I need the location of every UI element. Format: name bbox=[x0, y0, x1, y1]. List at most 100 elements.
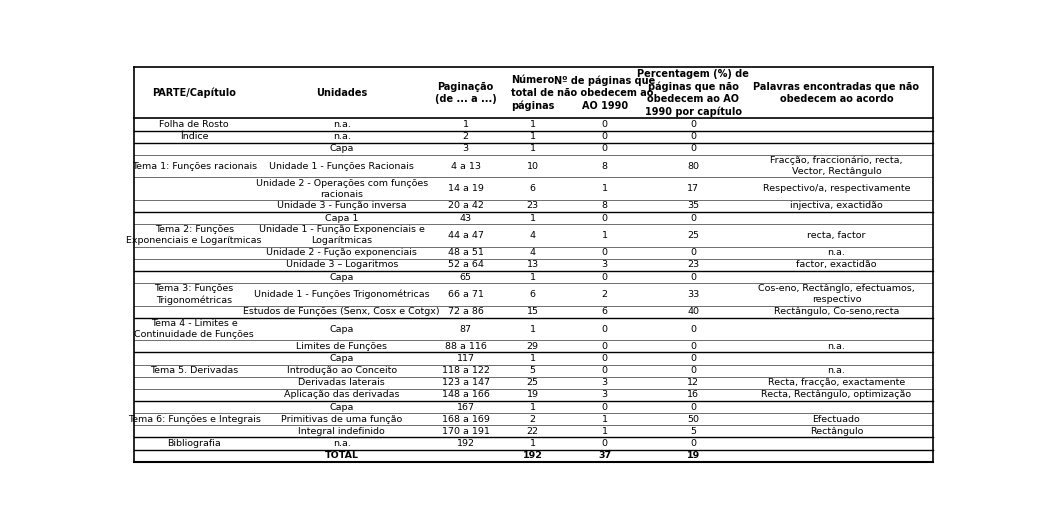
Text: 0: 0 bbox=[690, 120, 696, 129]
Text: 6: 6 bbox=[529, 290, 536, 299]
Text: 2: 2 bbox=[602, 290, 607, 299]
Text: 72 a 86: 72 a 86 bbox=[447, 307, 484, 316]
Text: 2: 2 bbox=[529, 415, 536, 424]
Text: 0: 0 bbox=[690, 439, 696, 448]
Text: 23: 23 bbox=[687, 260, 700, 269]
Text: Capa: Capa bbox=[329, 272, 354, 281]
Text: 1: 1 bbox=[529, 132, 536, 141]
Text: Percentagem (%) de
páginas que não
obedecem ao AO
1990 por capítulo: Percentagem (%) de páginas que não obede… bbox=[637, 69, 749, 117]
Text: 0: 0 bbox=[690, 342, 696, 351]
Text: Capa 1: Capa 1 bbox=[325, 214, 358, 223]
Text: 43: 43 bbox=[460, 214, 471, 223]
Text: Recta, Rectângulo, optimização: Recta, Rectângulo, optimização bbox=[761, 390, 911, 400]
Text: 14 a 19: 14 a 19 bbox=[447, 184, 484, 193]
Text: 168 a 169: 168 a 169 bbox=[442, 415, 490, 424]
Text: 148 a 166: 148 a 166 bbox=[442, 390, 490, 400]
Text: factor, exactidão: factor, exactidão bbox=[796, 260, 877, 269]
Text: 3: 3 bbox=[602, 260, 608, 269]
Text: 117: 117 bbox=[457, 354, 474, 363]
Text: 5: 5 bbox=[529, 366, 536, 375]
Text: 19: 19 bbox=[526, 390, 539, 400]
Text: Aplicação das derivadas: Aplicação das derivadas bbox=[284, 390, 400, 400]
Text: Tema 1: Funções racionais: Tema 1: Funções racionais bbox=[132, 162, 256, 171]
Text: 20 a 42: 20 a 42 bbox=[447, 202, 484, 211]
Text: 29: 29 bbox=[526, 342, 539, 351]
Text: 0: 0 bbox=[602, 214, 607, 223]
Text: 0: 0 bbox=[602, 403, 607, 412]
Text: Unidade 1 - Funções Trigonométricas: Unidade 1 - Funções Trigonométricas bbox=[254, 290, 430, 299]
Text: 0: 0 bbox=[602, 132, 607, 141]
Text: 167: 167 bbox=[457, 403, 474, 412]
Text: 37: 37 bbox=[598, 451, 611, 460]
Text: 19: 19 bbox=[687, 451, 700, 460]
Text: 0: 0 bbox=[690, 366, 696, 375]
Text: Número
total de
páginas: Número total de páginas bbox=[511, 75, 554, 111]
Text: 52 a 64: 52 a 64 bbox=[447, 260, 484, 269]
Text: 1: 1 bbox=[529, 325, 536, 334]
Text: 33: 33 bbox=[687, 290, 700, 299]
Text: 0: 0 bbox=[602, 120, 607, 129]
Text: 23: 23 bbox=[526, 202, 539, 211]
Text: 40: 40 bbox=[687, 307, 700, 316]
Text: Tema 5. Derivadas: Tema 5. Derivadas bbox=[151, 366, 239, 375]
Text: 65: 65 bbox=[460, 272, 471, 281]
Text: 12: 12 bbox=[687, 378, 700, 388]
Text: Capa: Capa bbox=[329, 354, 354, 363]
Text: Tema 6: Funções e Integrais: Tema 6: Funções e Integrais bbox=[128, 415, 261, 424]
Text: PARTE/Capítulo: PARTE/Capítulo bbox=[153, 88, 236, 98]
Text: 0: 0 bbox=[690, 214, 696, 223]
Text: 1: 1 bbox=[602, 415, 607, 424]
Text: Rectângulo: Rectângulo bbox=[810, 427, 864, 436]
Text: 1: 1 bbox=[529, 120, 536, 129]
Text: 123 a 147: 123 a 147 bbox=[441, 378, 490, 388]
Text: 10: 10 bbox=[526, 162, 539, 171]
Text: 3: 3 bbox=[463, 144, 469, 153]
Text: 0: 0 bbox=[690, 354, 696, 363]
Text: n.a.: n.a. bbox=[827, 366, 845, 375]
Text: 0: 0 bbox=[690, 325, 696, 334]
Text: Unidades: Unidades bbox=[317, 88, 367, 98]
Text: Unidade 2 - Fução exponenciais: Unidade 2 - Fução exponenciais bbox=[267, 248, 417, 257]
Text: 50: 50 bbox=[687, 415, 700, 424]
Text: 6: 6 bbox=[529, 184, 536, 193]
Text: 1: 1 bbox=[463, 120, 468, 129]
Text: 0: 0 bbox=[690, 144, 696, 153]
Text: 25: 25 bbox=[687, 231, 700, 240]
Text: 1: 1 bbox=[602, 427, 607, 436]
Text: Capa: Capa bbox=[329, 325, 354, 334]
Text: Derivadas laterais: Derivadas laterais bbox=[298, 378, 385, 388]
Text: Introdução ao Conceito: Introdução ao Conceito bbox=[286, 366, 397, 375]
Text: n.a.: n.a. bbox=[827, 342, 845, 351]
Text: Tema 4 - Limites e
Continuidade de Funções: Tema 4 - Limites e Continuidade de Funçõ… bbox=[134, 319, 254, 339]
Text: 0: 0 bbox=[602, 272, 607, 281]
Text: 1: 1 bbox=[602, 231, 607, 240]
Text: 2: 2 bbox=[463, 132, 468, 141]
Text: 8: 8 bbox=[602, 202, 607, 211]
Text: Estudos de Funções (Senx, Cosx e Cotgx): Estudos de Funções (Senx, Cosx e Cotgx) bbox=[244, 307, 440, 316]
Text: 1: 1 bbox=[529, 272, 536, 281]
Text: Limites de Funções: Limites de Funções bbox=[296, 342, 387, 351]
Text: 0: 0 bbox=[602, 439, 607, 448]
Text: 5: 5 bbox=[690, 427, 696, 436]
Text: 25: 25 bbox=[526, 378, 539, 388]
Text: Unidade 3 – Logaritmos: Unidade 3 – Logaritmos bbox=[285, 260, 398, 269]
Text: 170 a 191: 170 a 191 bbox=[442, 427, 490, 436]
Text: 118 a 122: 118 a 122 bbox=[442, 366, 490, 375]
Text: Bibliografia: Bibliografia bbox=[167, 439, 221, 448]
Text: Unidade 1 - Função Exponenciais e
Logarítmicas: Unidade 1 - Função Exponenciais e Logarí… bbox=[258, 225, 425, 246]
Text: Fracção, fraccionário, recta,
Vector, Rectângulo: Fracção, fraccionário, recta, Vector, Re… bbox=[770, 156, 903, 176]
Text: 87: 87 bbox=[460, 325, 471, 334]
Text: 35: 35 bbox=[687, 202, 700, 211]
Text: Cos-eno, Rectânglo, efectuamos,
respectivo: Cos-eno, Rectânglo, efectuamos, respecti… bbox=[758, 285, 914, 305]
Text: 4: 4 bbox=[529, 231, 536, 240]
Text: TOTAL: TOTAL bbox=[325, 451, 359, 460]
Text: 192: 192 bbox=[457, 439, 474, 448]
Text: 0: 0 bbox=[602, 366, 607, 375]
Text: 22: 22 bbox=[526, 427, 539, 436]
Text: Palavras encontradas que não
obedecem ao acordo: Palavras encontradas que não obedecem ao… bbox=[754, 82, 920, 104]
Text: 0: 0 bbox=[690, 272, 696, 281]
Text: 1: 1 bbox=[529, 439, 536, 448]
Text: Unidade 2 - Operações com funções
racionais: Unidade 2 - Operações com funções racion… bbox=[255, 178, 428, 199]
Text: 0: 0 bbox=[602, 144, 607, 153]
Text: 1: 1 bbox=[529, 403, 536, 412]
